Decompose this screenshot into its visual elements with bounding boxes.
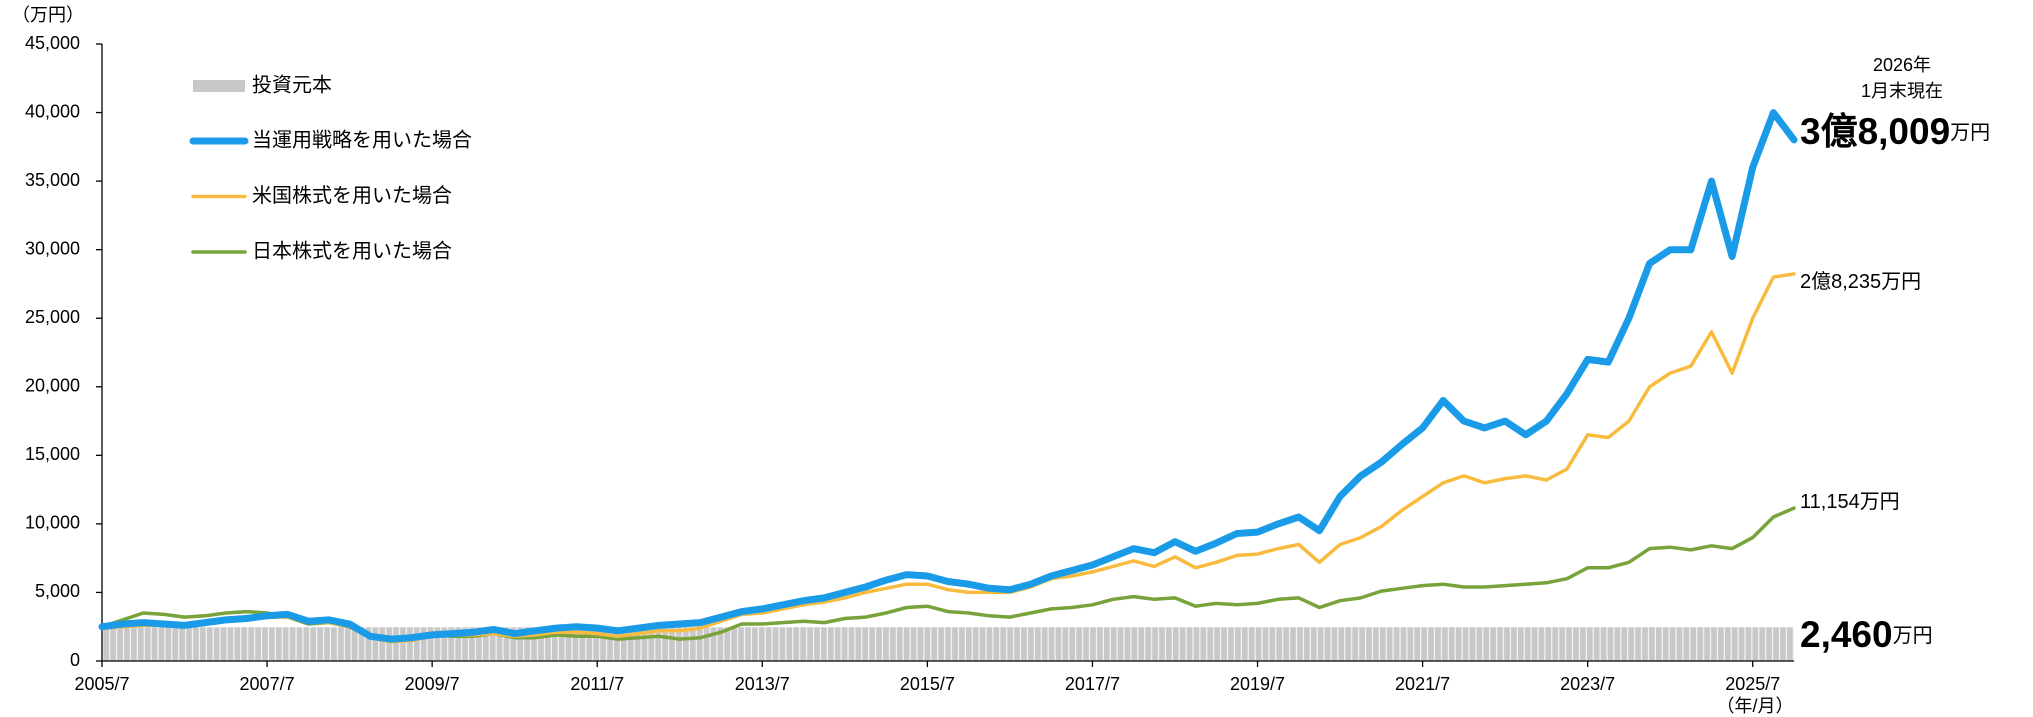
legend-label: 当運用戦略を用いた場合 xyxy=(252,128,472,151)
y-axis-label: （万円） xyxy=(12,5,84,25)
end-label: 11,154万円 xyxy=(1800,491,1900,513)
x-tick-label: 2015/7 xyxy=(900,674,955,694)
y-tick-label: 10,000 xyxy=(25,513,80,533)
x-tick-label: 2021/7 xyxy=(1395,674,1450,694)
series-line xyxy=(98,109,1798,643)
x-tick-label: 2023/7 xyxy=(1560,674,1615,694)
as-of-note: 2026年 xyxy=(1873,55,1931,75)
y-tick-label: 40,000 xyxy=(25,101,80,121)
end-label-part: 2,460 xyxy=(1800,614,1893,655)
x-tick-label: 2011/7 xyxy=(570,674,624,694)
x-tick-label: 2007/7 xyxy=(240,674,295,694)
end-label-part: 3億8,009 xyxy=(1800,111,1950,152)
series-line xyxy=(100,272,1796,644)
x-axis-label: （年/月） xyxy=(1716,696,1793,716)
end-label-part: 万円 xyxy=(1950,122,1990,144)
end-label: 2,460万円 xyxy=(1800,614,1933,655)
x-tick-label: 2009/7 xyxy=(405,674,460,694)
x-tick-label: 2025/7 xyxy=(1725,674,1780,694)
y-tick-label: 0 xyxy=(70,650,80,670)
y-tick-label: 35,000 xyxy=(25,170,80,190)
x-tick-label: 2019/7 xyxy=(1230,674,1285,694)
y-tick-label: 25,000 xyxy=(25,307,80,327)
end-label-part: 11,154万円 xyxy=(1800,491,1900,513)
y-tick-label: 20,000 xyxy=(25,376,80,396)
x-tick-label: 2005/7 xyxy=(74,674,129,694)
end-label-part: 2億8,235万円 xyxy=(1800,270,1921,293)
legend-label: 米国株式を用いた場合 xyxy=(252,184,452,207)
legend-label: 日本株式を用いた場合 xyxy=(252,239,452,262)
y-tick-label: 45,000 xyxy=(25,33,80,53)
end-label: 2億8,235万円 xyxy=(1800,270,1921,293)
series-line xyxy=(100,506,1796,643)
end-label: 3億8,009万円 xyxy=(1800,111,1990,152)
legend-label: 投資元本 xyxy=(252,73,332,96)
end-label-part: 万円 xyxy=(1893,625,1933,647)
x-tick-label: 2013/7 xyxy=(735,674,790,694)
as-of-note: 1月末現在 xyxy=(1861,81,1943,101)
y-tick-label: 30,000 xyxy=(25,238,80,258)
x-tick-label: 2017/7 xyxy=(1065,674,1120,694)
principal-bars xyxy=(102,627,1794,661)
y-tick-label: 5,000 xyxy=(35,581,80,601)
y-tick-label: 15,000 xyxy=(25,444,80,464)
